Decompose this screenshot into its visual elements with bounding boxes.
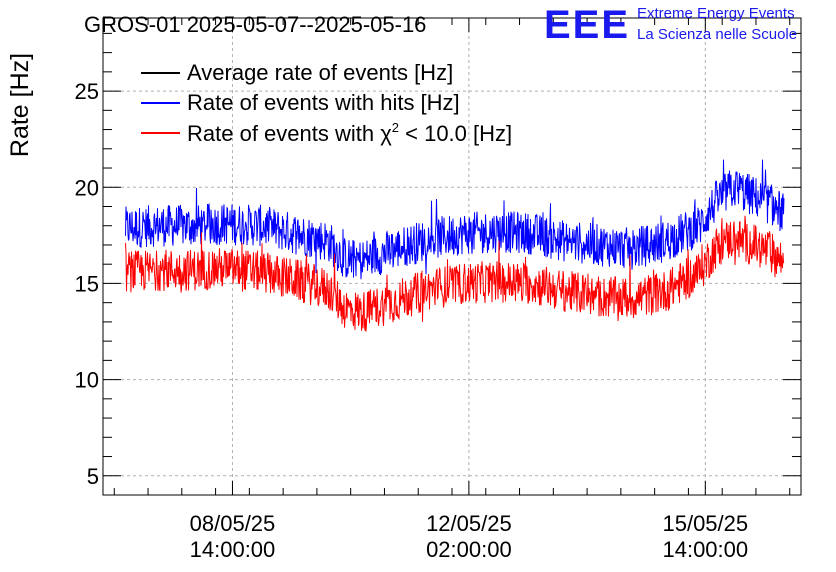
x-tick-label-time: 14:00:00 [190, 537, 276, 562]
logo-line-1: Extreme Energy Events [637, 5, 795, 22]
chart-title: GROS-01 2025-05-07--2025-05-16 [84, 12, 426, 37]
legend: Average rate of events [Hz] Rate of even… [141, 60, 512, 146]
logo-mark: EEE [544, 3, 630, 47]
plot-series [125, 159, 785, 332]
y-tick-label: 5 [87, 464, 99, 489]
x-tick-label-date: 08/05/25 [190, 511, 276, 536]
x-tick-label-time: 02:00:00 [426, 537, 512, 562]
legend-label-average: Average rate of events [Hz] [187, 60, 453, 85]
legend-label-hits: Rate of events with hits [Hz] [187, 90, 460, 115]
legend-label-chi2: Rate of events with χ2 < 10.0 [Hz] [187, 120, 512, 146]
y-tick-label: 20 [75, 175, 99, 200]
x-tick-label-date: 12/05/25 [426, 511, 512, 536]
grid-lines [103, 18, 801, 495]
series-hits-line [125, 159, 785, 280]
y-tick-label: 25 [75, 79, 99, 104]
series-chi2-line [125, 215, 785, 332]
axes: 51015202508/05/2514:00:0012/05/2502:00:0… [75, 18, 801, 562]
y-tick-label: 10 [75, 368, 99, 393]
x-tick-label-time: 14:00:00 [662, 537, 748, 562]
y-tick-label: 15 [75, 271, 99, 296]
logo-line-2: La Scienza nelle Scuole [637, 26, 797, 43]
y-axis-label: Rate [Hz] [6, 53, 34, 157]
eee-logo: EEE Extreme Energy Events La Scienza nel… [544, 3, 797, 47]
x-tick-label-date: 15/05/25 [662, 511, 748, 536]
